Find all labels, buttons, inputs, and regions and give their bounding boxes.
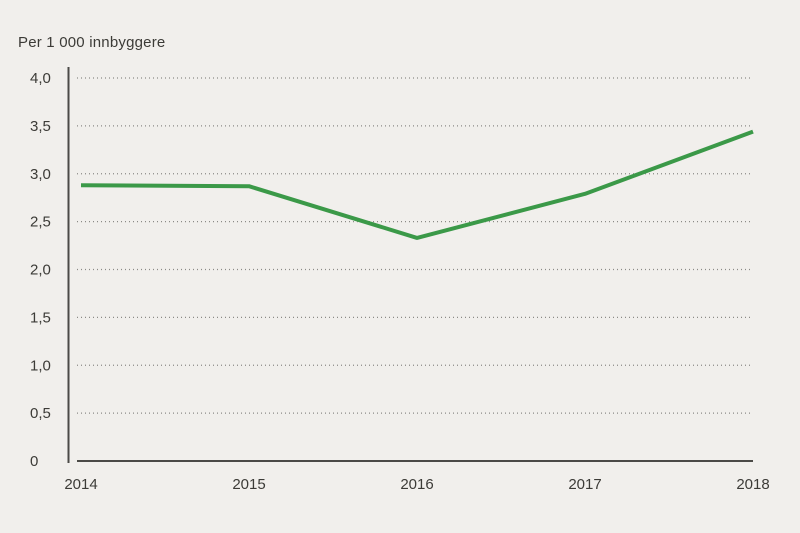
x-tick-label: 2016 — [400, 476, 433, 493]
y-tick-label: 1,5 — [30, 309, 51, 326]
chart-title: Per 1 000 innbyggere — [18, 34, 166, 51]
x-tick-label: 2017 — [568, 476, 601, 493]
y-tick-label: 0 — [30, 453, 38, 470]
y-tick-label: 2,5 — [30, 214, 51, 231]
y-tick-label: 2,0 — [30, 262, 51, 279]
x-tick-label: 2015 — [232, 476, 265, 493]
y-tick-label: 3,5 — [30, 118, 51, 135]
series-line — [80, 129, 754, 240]
y-tick-label: 1,0 — [30, 357, 51, 374]
y-tick-label: 0,5 — [30, 405, 51, 422]
y-tick-label: 3,0 — [30, 166, 51, 183]
y-tick-label: 4,0 — [30, 70, 51, 87]
x-tick-label: 2014 — [64, 476, 97, 493]
x-tick-label: 2018 — [736, 476, 769, 493]
